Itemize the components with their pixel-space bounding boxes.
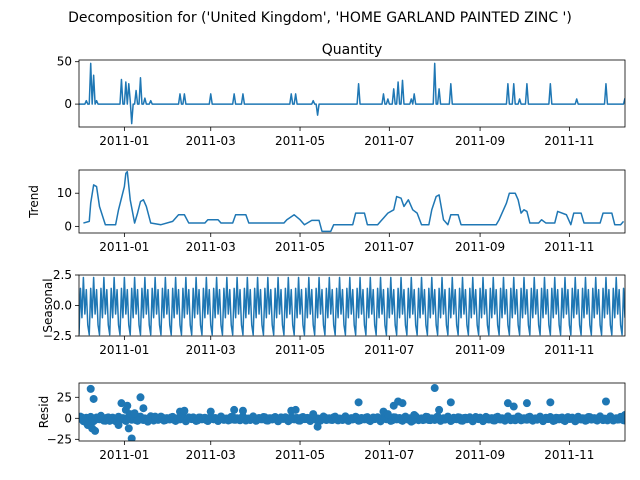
resid-point <box>230 405 239 414</box>
x-tick-label: 2011-07 <box>364 343 414 357</box>
observed-series-line <box>79 62 625 125</box>
x-tick-label: 2011-01 <box>99 343 149 357</box>
x-tick-label: 2011-11 <box>544 343 594 357</box>
y-tick-label: 2.5 <box>53 268 72 282</box>
x-tick-label: 2011-11 <box>544 448 594 462</box>
panel-ylabel: Trend <box>27 185 41 219</box>
resid-point <box>143 417 152 426</box>
y-tick-label: 50 <box>57 55 72 69</box>
x-tick-label: 2011-05 <box>275 448 325 462</box>
x-tick-label: 2011-11 <box>544 240 594 254</box>
panel-ylabel: Resid <box>37 396 51 428</box>
resid-point <box>133 416 142 425</box>
y-tick-label: 0 <box>64 219 72 233</box>
resid-point <box>398 399 407 408</box>
resid-point <box>127 434 136 441</box>
panel-resid: Resid −25 0 25 2011-01 2011-03 2011-05 2011-07 2… <box>37 382 626 462</box>
resid-point <box>601 397 610 406</box>
resid-point <box>124 424 133 433</box>
x-tick-label: 2011-03 <box>186 343 236 357</box>
y-tick-label: 0 <box>64 411 72 425</box>
resid-point <box>383 410 392 419</box>
x-tick-label: 2011-05 <box>275 240 325 254</box>
resid-point <box>123 401 132 410</box>
panel-axes-frame <box>78 382 626 442</box>
resid-point <box>407 417 416 426</box>
panel-plot-area <box>79 384 625 441</box>
x-tick-label: 2011-05 <box>275 343 325 357</box>
x-tick-label: 2011-01 <box>99 134 149 148</box>
y-tick-label: 10 <box>57 186 72 200</box>
x-tick-label: 2011-07 <box>364 240 414 254</box>
resid-point <box>96 411 105 420</box>
x-tick-label: 2011-05 <box>275 134 325 148</box>
resid-point <box>206 407 215 416</box>
resid-point <box>446 398 455 407</box>
resid-point <box>435 405 444 414</box>
x-tick-label: 2011-03 <box>186 448 236 462</box>
x-tick-label: 2011-09 <box>455 343 505 357</box>
y-tick-label: 0 <box>64 97 72 111</box>
panel-title: Quantity <box>322 42 383 58</box>
figure-suptitle: Decomposition for ('United Kingdom', 'HO… <box>68 10 572 26</box>
resid-point <box>86 384 95 393</box>
y-tick-label: 25 <box>57 390 72 404</box>
trend-series-line <box>83 170 625 233</box>
y-tick-label: −25 <box>47 432 72 446</box>
resid-point <box>410 410 419 419</box>
panel-observed: Quantity 0 50 2011-01 2011-03 2011-05 2011-07 2… <box>57 42 626 148</box>
x-tick-label: 2011-09 <box>455 448 505 462</box>
panel-plot-area <box>83 170 625 233</box>
resid-point <box>89 394 98 403</box>
resid-point <box>238 406 247 415</box>
resid-point <box>139 404 148 413</box>
resid-point <box>509 402 518 411</box>
resid-point <box>136 393 145 402</box>
resid-point <box>309 410 318 419</box>
resid-point <box>522 399 531 408</box>
panel-axes-frame <box>78 59 626 128</box>
panel-ylabel: Seasonal <box>41 278 55 332</box>
x-tick-label: 2011-11 <box>544 134 594 148</box>
resid-point <box>91 426 100 435</box>
x-tick-label: 2011-01 <box>99 448 149 462</box>
y-tick-label: −2.5 <box>43 329 72 343</box>
x-tick-label: 2011-07 <box>364 134 414 148</box>
resid-point <box>503 399 512 408</box>
x-tick-label: 2011-03 <box>186 134 236 148</box>
panel-axes-frame <box>78 274 626 337</box>
x-tick-label: 2011-07 <box>364 448 414 462</box>
panel-seasonal: Seasonal−2.5 0.0 2.5 2011-01 2011-03 2011-05 2… <box>41 268 626 357</box>
resid-point <box>130 409 139 418</box>
resid-point <box>430 384 439 393</box>
resid-point <box>313 422 322 431</box>
resid-point <box>151 412 160 421</box>
x-tick-label: 2011-09 <box>455 240 505 254</box>
panel-axes-frame <box>78 169 626 234</box>
resid-point <box>621 410 625 419</box>
resid-point <box>354 398 363 407</box>
resid-point <box>180 406 189 415</box>
resid-point <box>105 416 114 425</box>
panels-group: Quantity 0 50 2011-01 2011-03 2011-05 2011-07 2… <box>27 42 626 462</box>
panel-trend: Trend 0 10 2011-01 2011-03 2011-05 2011-07 2011… <box>27 169 626 254</box>
resid-point <box>546 398 555 407</box>
panel-plot-area <box>79 62 625 125</box>
resid-point <box>114 421 123 430</box>
seasonal-series-line <box>79 276 625 336</box>
x-tick-label: 2011-03 <box>186 240 236 254</box>
y-tick-label: 0.0 <box>53 299 72 313</box>
panel-plot-area <box>79 276 625 336</box>
x-tick-label: 2011-01 <box>99 240 149 254</box>
resid-point <box>291 405 300 414</box>
resid-point <box>572 415 581 424</box>
x-tick-label: 2011-09 <box>455 134 505 148</box>
